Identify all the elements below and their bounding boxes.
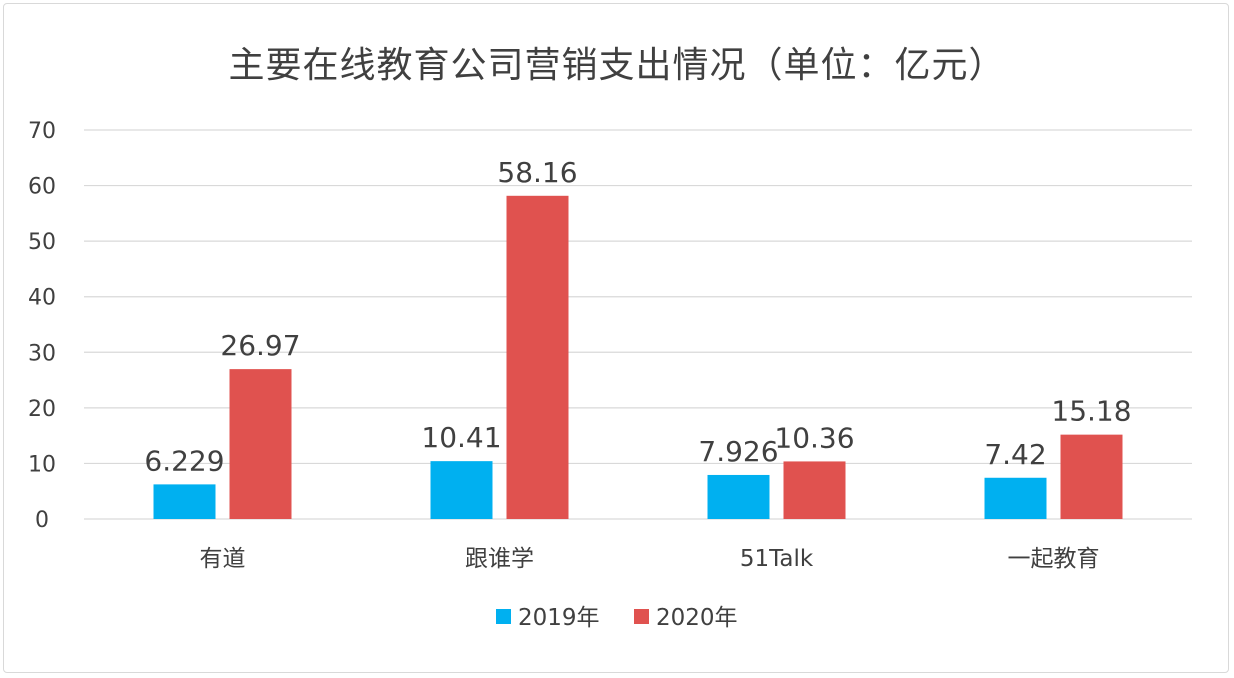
data-label: 7.42 bbox=[984, 438, 1046, 471]
legend-label: 2020年 bbox=[656, 605, 738, 631]
data-label: 7.926 bbox=[698, 435, 778, 468]
y-tick-label: 70 bbox=[28, 119, 56, 144]
bar bbox=[783, 461, 846, 519]
y-tick-label: 0 bbox=[35, 508, 49, 533]
bar bbox=[984, 477, 1047, 519]
data-label: 58.16 bbox=[497, 156, 577, 189]
y-axis: 0 10 20 30 40 50 60 70 bbox=[28, 119, 56, 533]
data-label: 26.97 bbox=[220, 329, 300, 362]
data-label: 10.41 bbox=[421, 421, 501, 454]
y-tick-label: 40 bbox=[28, 286, 56, 311]
y-tick-label: 60 bbox=[28, 175, 56, 200]
bars bbox=[153, 195, 1123, 519]
legend: 2019年 2020年 bbox=[496, 605, 738, 631]
x-category-label: 51Talk bbox=[740, 546, 814, 572]
legend-swatch bbox=[496, 609, 511, 624]
data-label: 15.18 bbox=[1051, 395, 1131, 428]
bar bbox=[1060, 434, 1123, 519]
data-label: 6.229 bbox=[144, 444, 224, 477]
bar bbox=[430, 461, 493, 519]
y-tick-label: 50 bbox=[28, 230, 56, 255]
y-tick-label: 10 bbox=[28, 452, 56, 477]
bar bbox=[153, 484, 216, 519]
y-tick-label: 20 bbox=[28, 397, 56, 422]
x-axis: 有道 跟谁学 51Talk 一起教育 bbox=[200, 546, 1100, 572]
x-category-label: 有道 bbox=[200, 546, 246, 572]
legend-swatch bbox=[634, 609, 649, 624]
data-label: 10.36 bbox=[774, 421, 854, 454]
x-category-label: 一起教育 bbox=[1008, 546, 1100, 572]
bar bbox=[707, 474, 770, 519]
x-category-label: 跟谁学 bbox=[465, 546, 534, 572]
chart-title: 主要在线教育公司营销支出情况（单位：亿元） bbox=[228, 45, 1006, 86]
bar bbox=[229, 369, 292, 519]
legend-label: 2019年 bbox=[518, 605, 600, 631]
bar bbox=[506, 195, 569, 519]
y-tick-label: 30 bbox=[28, 341, 56, 366]
chart-frame bbox=[3, 3, 1229, 673]
